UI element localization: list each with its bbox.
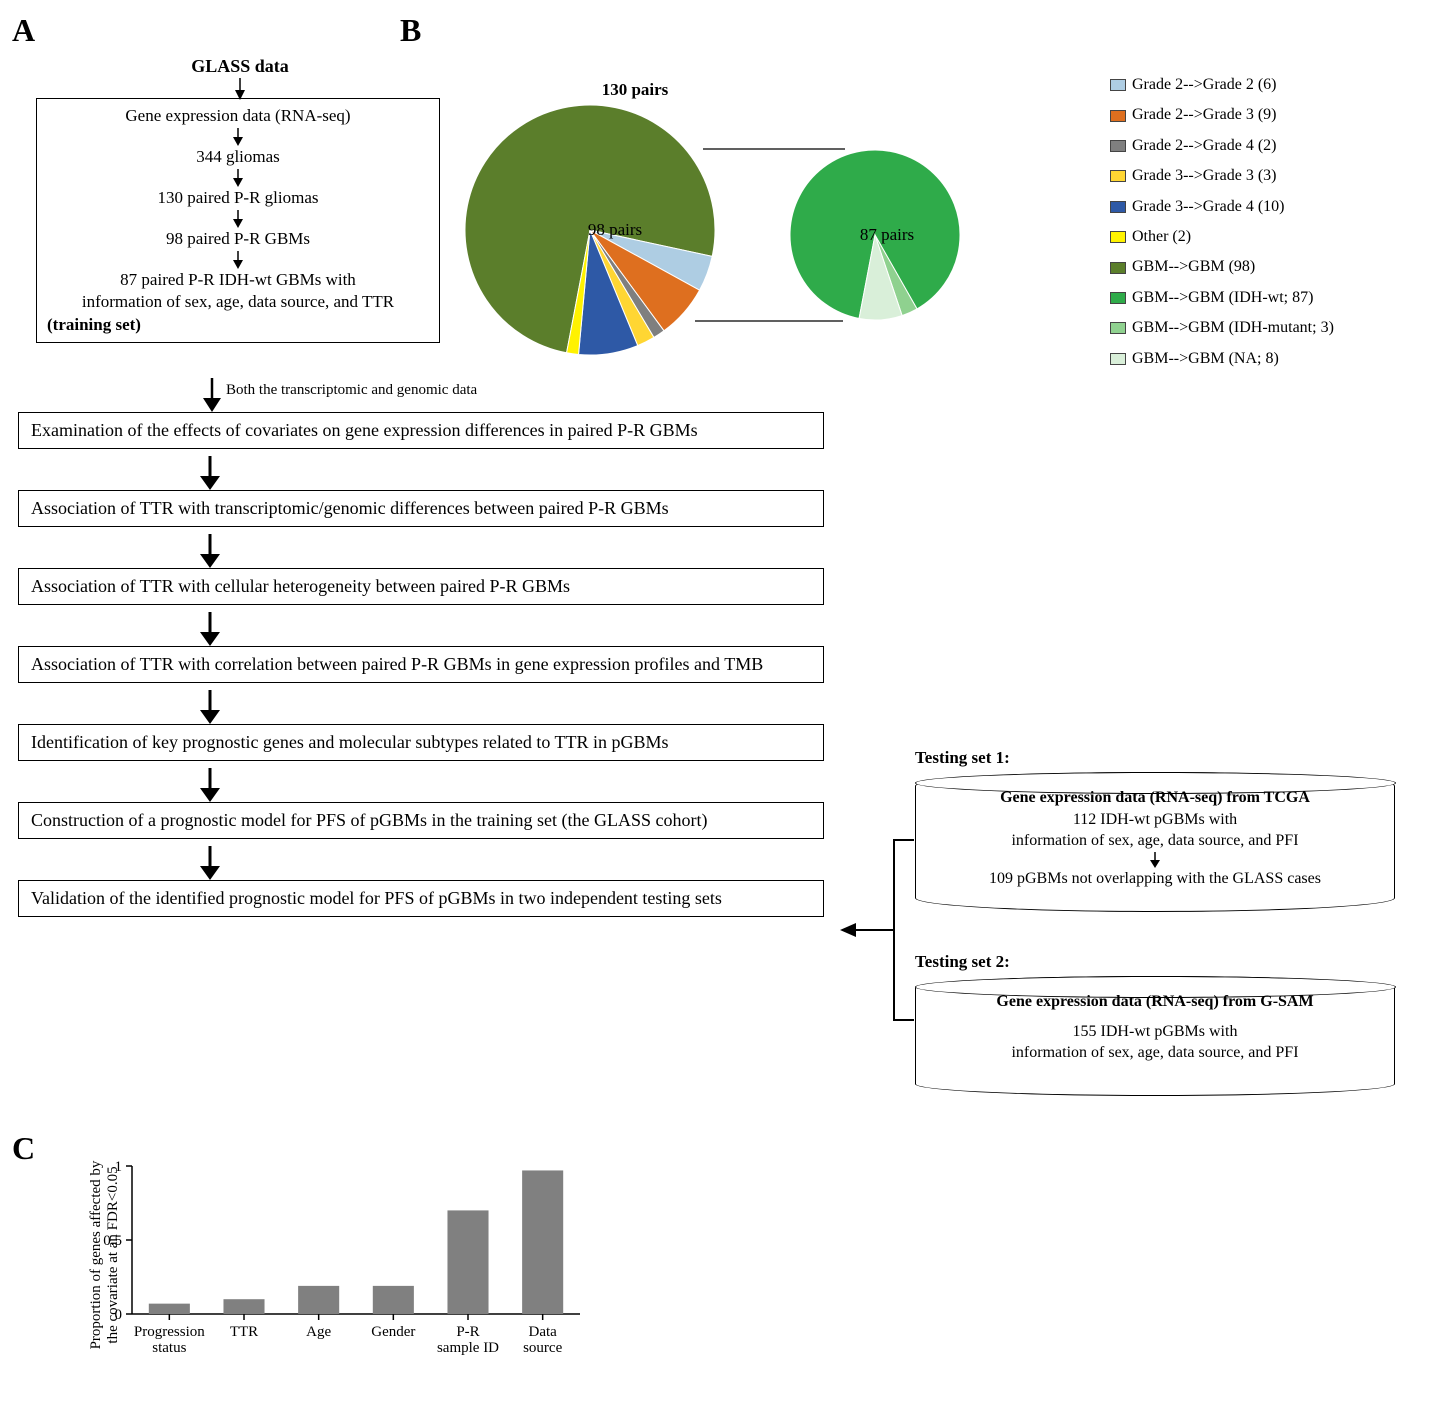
flow-step-box: Association of TTR with correlation betw… xyxy=(18,646,824,683)
flow-step-box: Validation of the identified prognostic … xyxy=(18,880,824,917)
bar xyxy=(149,1304,190,1314)
legend-item: GBM-->GBM (IDH-mutant; 3) xyxy=(1110,313,1334,343)
legend-item: GBM-->GBM (98) xyxy=(1110,252,1334,282)
x-tick-label: TTR xyxy=(230,1324,258,1340)
bar-chart-svg: 00.51ProgressionstatusTTRAgeGenderP-Rsam… xyxy=(70,1160,690,1390)
pie-center-label: 98 pairs xyxy=(588,220,642,239)
legend-swatch xyxy=(1110,292,1126,304)
flow-step-box: Association of TTR with cellular heterog… xyxy=(18,568,824,605)
cylinder-line: information of sex, age, data source, an… xyxy=(924,1042,1386,1064)
box1-line: 130 paired P-R gliomas xyxy=(43,187,433,209)
legend-item: Grade 2-->Grade 2 (6) xyxy=(1110,70,1334,100)
pie-center-label: 87 pairs xyxy=(860,225,914,244)
arrow-icon xyxy=(232,251,244,269)
legend-label: Grade 2-->Grade 2 (6) xyxy=(1132,70,1277,100)
box1-line: 98 paired P-R GBMs xyxy=(43,228,433,250)
x-tick-label: status xyxy=(152,1340,186,1356)
legend-swatch xyxy=(1110,231,1126,243)
legend-label: GBM-->GBM (NA; 8) xyxy=(1132,344,1279,374)
arrow-icon xyxy=(198,534,222,568)
arrow-icon xyxy=(1149,852,1161,868)
x-tick-label: Data xyxy=(529,1324,558,1340)
legend-label: Grade 2-->Grade 4 (2) xyxy=(1132,131,1277,161)
box1-line: 87 paired P-R IDH-wt GBMs with xyxy=(43,269,433,291)
x-tick-label: Age xyxy=(306,1324,331,1340)
legend-item: GBM-->GBM (IDH-wt; 87) xyxy=(1110,283,1334,313)
flow-step-box: Examination of the effects of covariates… xyxy=(18,412,824,449)
bracket-connector xyxy=(824,820,924,1050)
testing-set-2-cylinder: Gene expression data (RNA-seq) from G-SA… xyxy=(915,976,1395,1096)
arrow-icon xyxy=(234,78,246,100)
glass-data-title: GLASS data xyxy=(140,56,340,77)
bar-chart: 00.51ProgressionstatusTTRAgeGenderP-Rsam… xyxy=(70,1160,690,1395)
legend-swatch xyxy=(1110,262,1126,274)
x-tick-label: Progression xyxy=(134,1324,205,1340)
arrow-icon xyxy=(232,169,244,187)
pie-chart-98: 87 pairs xyxy=(780,140,970,330)
arrow-icon xyxy=(232,210,244,228)
bar xyxy=(373,1286,414,1314)
arrow-icon xyxy=(198,768,222,802)
legend-item: Grade 3-->Grade 3 (3) xyxy=(1110,161,1334,191)
arrow-icon xyxy=(232,128,244,146)
legend-label: Grade 2-->Grade 3 (9) xyxy=(1132,100,1277,130)
flow-step-box: Association of TTR with transcriptomic/g… xyxy=(18,490,824,527)
x-tick-label: source xyxy=(523,1340,562,1356)
arrow-icon xyxy=(198,690,222,724)
y-axis-label: Proportion of genes affected bythe covar… xyxy=(88,1105,122,1405)
legend-swatch xyxy=(1110,110,1126,122)
flow-step-box: Identification of key prognostic genes a… xyxy=(18,724,824,761)
legend-label: Grade 3-->Grade 4 (10) xyxy=(1132,192,1285,222)
legend-swatch xyxy=(1110,140,1126,152)
legend-swatch xyxy=(1110,322,1126,334)
cylinder-title: Gene expression data (RNA-seq) from TCGA xyxy=(924,787,1386,809)
testing-set-1-cylinder: Gene expression data (RNA-seq) from TCGA… xyxy=(915,772,1395,912)
legend-item: GBM-->GBM (NA; 8) xyxy=(1110,344,1334,374)
pie-legend: Grade 2-->Grade 2 (6)Grade 2-->Grade 3 (… xyxy=(1110,70,1334,374)
cylinder-line: 109 pGBMs not overlapping with the GLASS… xyxy=(924,868,1386,890)
legend-item: Other (2) xyxy=(1110,222,1334,252)
legend-swatch xyxy=(1110,201,1126,213)
training-set-box: Gene expression data (RNA-seq) 344 gliom… xyxy=(36,98,440,343)
legend-label: Other (2) xyxy=(1132,222,1191,252)
cylinder-line: 112 IDH-wt pGBMs with xyxy=(924,809,1386,831)
training-set-tag: (training set) xyxy=(43,314,433,336)
panel-label-b: B xyxy=(400,12,421,49)
legend-swatch xyxy=(1110,170,1126,182)
legend-label: GBM-->GBM (IDH-wt; 87) xyxy=(1132,283,1313,313)
flow-step-box: Construction of a prognostic model for P… xyxy=(18,802,824,839)
legend-swatch xyxy=(1110,79,1126,91)
arrow-icon xyxy=(200,378,224,412)
arrow-icon xyxy=(198,456,222,490)
bar xyxy=(522,1170,563,1314)
legend-swatch xyxy=(1110,353,1126,365)
pie-chart-130: 98 pairs xyxy=(455,95,725,365)
x-tick-label: sample ID xyxy=(437,1340,499,1356)
testing-set-1-label: Testing set 1: xyxy=(915,748,1010,768)
x-tick-label: Gender xyxy=(371,1324,415,1340)
panel-label-c: C xyxy=(12,1130,35,1167)
legend-item: Grade 2-->Grade 4 (2) xyxy=(1110,131,1334,161)
box1-line: information of sex, age, data source, an… xyxy=(43,291,433,313)
cylinder-line: 155 IDH-wt pGBMs with xyxy=(924,1021,1386,1043)
mid-arrow-label: Both the transcriptomic and genomic data xyxy=(226,382,477,399)
testing-set-2-label: Testing set 2: xyxy=(915,952,1010,972)
legend-label: GBM-->GBM (IDH-mutant; 3) xyxy=(1132,313,1334,343)
bar xyxy=(447,1210,488,1314)
box1-line: 344 gliomas xyxy=(43,146,433,168)
legend-item: Grade 3-->Grade 4 (10) xyxy=(1110,192,1334,222)
panel-label-a: A xyxy=(12,12,35,49)
cylinder-line: information of sex, age, data source, an… xyxy=(924,830,1386,852)
legend-label: GBM-->GBM (98) xyxy=(1132,252,1255,282)
x-tick-label: P-R xyxy=(456,1324,479,1340)
arrow-icon xyxy=(198,846,222,880)
arrow-icon xyxy=(198,612,222,646)
box1-line: Gene expression data (RNA-seq) xyxy=(43,105,433,127)
bar xyxy=(223,1299,264,1314)
cylinder-title: Gene expression data (RNA-seq) from G-SA… xyxy=(924,991,1386,1013)
legend-item: Grade 2-->Grade 3 (9) xyxy=(1110,100,1334,130)
bar xyxy=(298,1286,339,1314)
legend-label: Grade 3-->Grade 3 (3) xyxy=(1132,161,1277,191)
